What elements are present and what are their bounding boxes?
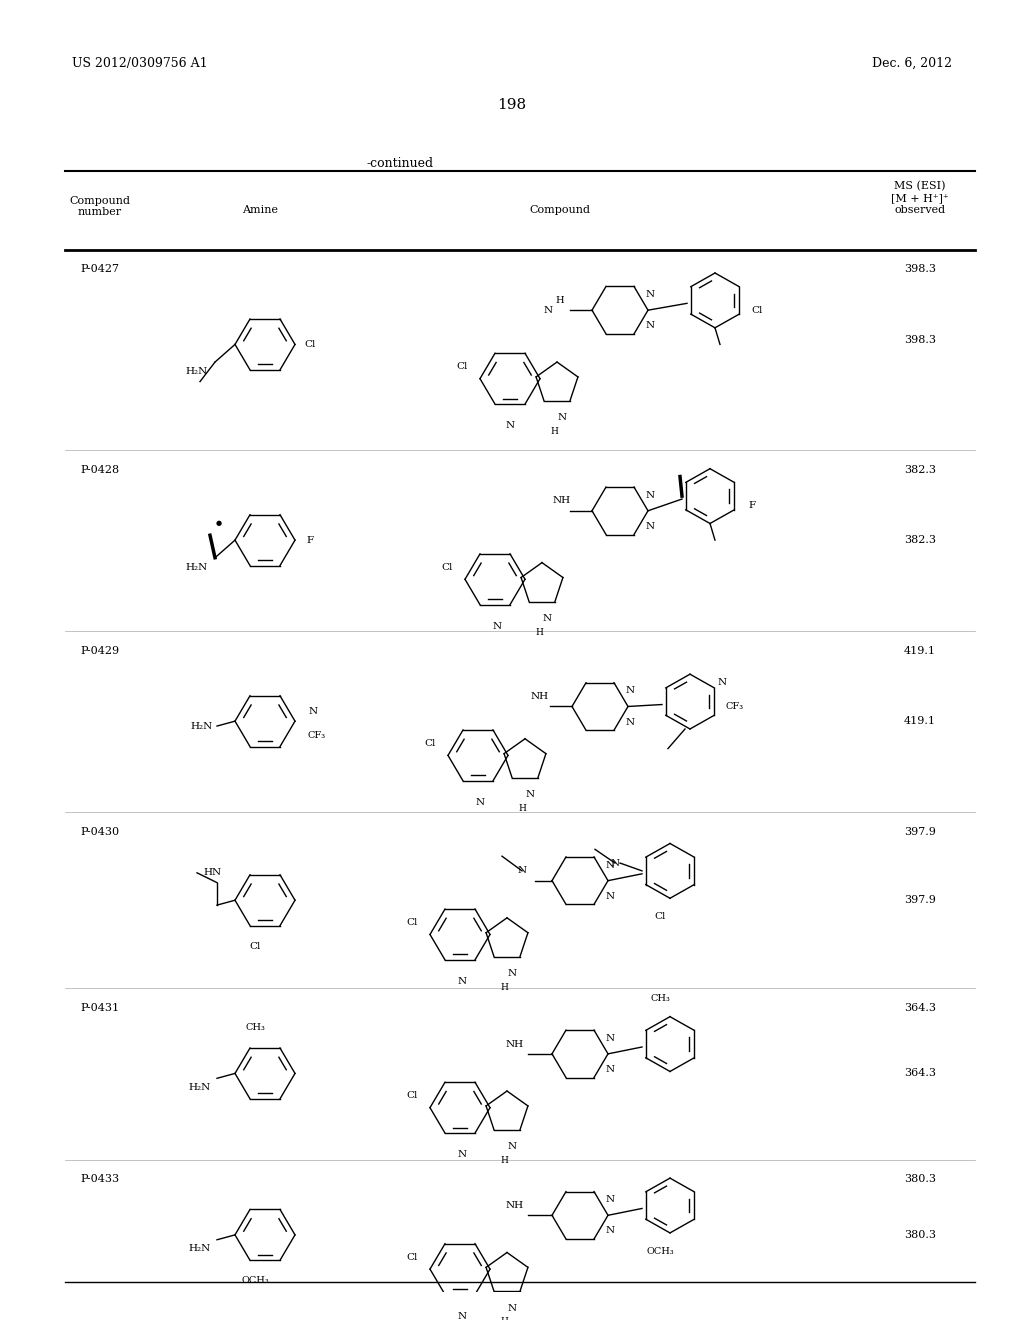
Text: CF₃: CF₃ xyxy=(726,702,744,711)
Text: H: H xyxy=(536,627,543,636)
Text: N: N xyxy=(508,1142,516,1151)
Text: NH: NH xyxy=(506,1201,524,1210)
Text: CF₃: CF₃ xyxy=(308,731,326,741)
Text: 364.3: 364.3 xyxy=(904,1068,936,1078)
Text: Cl: Cl xyxy=(441,564,453,572)
Text: 382.3: 382.3 xyxy=(904,535,936,545)
Text: P-0428: P-0428 xyxy=(81,465,120,475)
Text: Cl: Cl xyxy=(407,1253,418,1262)
Text: Cl: Cl xyxy=(407,919,418,927)
Text: P-0433: P-0433 xyxy=(81,1175,120,1184)
Text: 380.3: 380.3 xyxy=(904,1175,936,1184)
Text: N: N xyxy=(506,421,515,430)
Text: Cl: Cl xyxy=(457,363,468,371)
Text: N: N xyxy=(605,861,614,870)
Text: N: N xyxy=(458,1150,467,1159)
Text: P-0427: P-0427 xyxy=(81,264,120,275)
Text: F: F xyxy=(306,536,313,545)
Text: HN: HN xyxy=(204,869,222,878)
Text: US 2012/0309756 A1: US 2012/0309756 A1 xyxy=(72,57,208,70)
Text: H₂N: H₂N xyxy=(188,1082,211,1092)
Text: H: H xyxy=(500,1156,508,1166)
Text: 419.1: 419.1 xyxy=(904,645,936,656)
Text: H: H xyxy=(500,983,508,991)
Text: N: N xyxy=(645,521,654,531)
Text: N: N xyxy=(508,969,516,978)
Text: N: N xyxy=(458,977,467,986)
Text: CH₃: CH₃ xyxy=(245,1023,265,1032)
Text: NH: NH xyxy=(506,1040,524,1048)
Text: N: N xyxy=(645,321,654,330)
Text: N: N xyxy=(605,1226,614,1236)
Text: N: N xyxy=(525,791,535,799)
Text: 397.9: 397.9 xyxy=(904,895,936,906)
Text: N: N xyxy=(557,413,566,422)
Text: N: N xyxy=(605,1195,614,1204)
Text: H: H xyxy=(500,1317,508,1320)
Text: NH: NH xyxy=(553,496,571,506)
Text: -continued: -continued xyxy=(367,157,433,169)
Text: 382.3: 382.3 xyxy=(904,465,936,475)
Text: N: N xyxy=(626,718,635,726)
Text: 380.3: 380.3 xyxy=(904,1230,936,1239)
Text: Cl: Cl xyxy=(407,1092,418,1101)
Text: 364.3: 364.3 xyxy=(904,1003,936,1012)
Text: 398.3: 398.3 xyxy=(904,264,936,275)
Text: N: N xyxy=(718,677,727,686)
Text: Cl: Cl xyxy=(249,941,261,950)
Text: Cl: Cl xyxy=(654,912,666,921)
Text: P-0431: P-0431 xyxy=(81,1003,120,1012)
Text: N: N xyxy=(458,1312,467,1320)
Text: N: N xyxy=(508,1304,516,1313)
Text: ●: ● xyxy=(216,519,222,527)
Text: P-0430: P-0430 xyxy=(81,826,120,837)
Text: N: N xyxy=(543,614,552,623)
Text: Dec. 6, 2012: Dec. 6, 2012 xyxy=(872,57,952,70)
Text: P-0429: P-0429 xyxy=(81,645,120,656)
Text: H₂N: H₂N xyxy=(186,367,208,376)
Text: MS (ESI)
[M + H⁺]⁺
observed: MS (ESI) [M + H⁺]⁺ observed xyxy=(891,181,949,215)
Text: OCH₃: OCH₃ xyxy=(646,1247,674,1257)
Text: H: H xyxy=(556,296,564,305)
Text: Cl: Cl xyxy=(752,306,763,314)
Text: 198: 198 xyxy=(498,98,526,112)
Text: N: N xyxy=(626,686,635,696)
Text: N: N xyxy=(645,290,654,300)
Text: Cl: Cl xyxy=(304,341,315,348)
Text: N: N xyxy=(308,708,317,715)
Text: H₂N: H₂N xyxy=(188,1243,211,1253)
Text: H₂N: H₂N xyxy=(190,722,213,730)
Text: N: N xyxy=(605,1034,614,1043)
Text: OCH₃: OCH₃ xyxy=(241,1276,269,1286)
Text: N: N xyxy=(475,797,484,807)
Text: N: N xyxy=(610,858,620,867)
Text: N: N xyxy=(544,306,553,314)
Text: F: F xyxy=(749,502,756,511)
Text: 397.9: 397.9 xyxy=(904,826,936,837)
Text: H: H xyxy=(550,428,558,436)
Text: 398.3: 398.3 xyxy=(904,334,936,345)
Text: N: N xyxy=(645,491,654,500)
Text: CH₃: CH₃ xyxy=(650,994,670,1003)
Text: Compound
number: Compound number xyxy=(70,195,130,218)
Text: N: N xyxy=(517,866,526,875)
Text: Amine: Amine xyxy=(242,206,278,215)
Text: H₂N: H₂N xyxy=(186,564,208,572)
Text: H: H xyxy=(518,804,526,813)
Text: N: N xyxy=(605,1065,614,1074)
Text: Compound: Compound xyxy=(529,206,591,215)
Text: Cl: Cl xyxy=(424,739,435,748)
Text: N: N xyxy=(605,892,614,900)
Text: 419.1: 419.1 xyxy=(904,717,936,726)
Text: NH: NH xyxy=(530,692,549,701)
Text: N: N xyxy=(493,622,502,631)
